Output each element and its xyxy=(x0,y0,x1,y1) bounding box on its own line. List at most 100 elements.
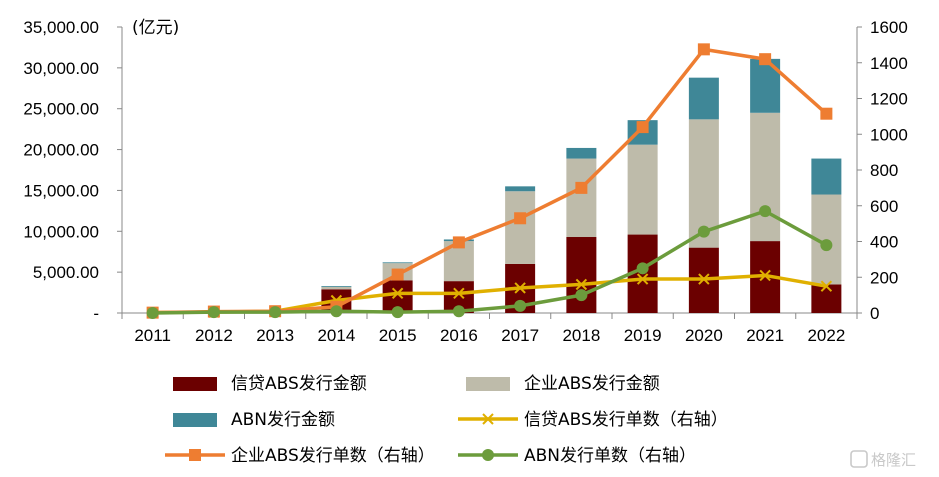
legend-item: 企业ABS发行金额 xyxy=(466,374,660,394)
legend-label: ABN发行单数（右轴） xyxy=(524,446,696,466)
y-left-tick-label: 25,000.00 xyxy=(23,100,99,119)
watermark-text: 格隆汇 xyxy=(871,451,916,469)
x-tick-label: 2020 xyxy=(685,326,723,345)
bar-信贷ABS发行金额 xyxy=(566,237,597,313)
point-ABN发行单数（右轴） xyxy=(146,307,159,319)
y-left-tick-label: 30,000.00 xyxy=(23,59,99,78)
point-ABN发行单数（右轴） xyxy=(514,299,527,312)
bar-企业ABS发行金额 xyxy=(627,144,658,235)
legend-swatch xyxy=(173,413,217,427)
y-left-tick-label: - xyxy=(93,304,99,323)
marker-stroke xyxy=(636,273,649,285)
legend-label: ABN发行金额 xyxy=(231,410,335,430)
point-企业ABS发行单数（右轴） xyxy=(697,43,710,56)
marker-stroke xyxy=(453,287,465,300)
bar-ABN发行金额 xyxy=(566,147,597,159)
legend-marker xyxy=(482,449,494,461)
point-企业ABS发行单数（右轴） xyxy=(575,181,588,194)
point-企业ABS发行单数（右轴） xyxy=(514,212,527,225)
x-tick-label: 2012 xyxy=(195,326,233,345)
y-left-tick-label: 35,000.00 xyxy=(23,18,99,37)
y-left-tick-label: 5,000.00 xyxy=(33,263,99,282)
point-ABN发行单数（右轴） xyxy=(759,205,772,218)
marker-stroke xyxy=(698,273,710,285)
chart-legend: 信贷ABS发行金额 企业ABS发行金额 ABN发行金额 信贷ABS发行单数（右轴） 企业… xyxy=(165,374,728,466)
marker-stroke xyxy=(759,269,771,282)
marker-stroke xyxy=(820,280,833,292)
legend-label: 信贷ABS发行单数（右轴） xyxy=(524,410,728,430)
marker-stroke xyxy=(514,282,526,294)
x-tick-label: 2016 xyxy=(440,326,478,345)
legend-swatch xyxy=(466,377,510,391)
y-right-tick-label: 200 xyxy=(870,268,898,287)
point-信贷ABS发行单数（右轴） xyxy=(391,287,404,300)
point-信贷ABS发行单数（右轴） xyxy=(759,269,771,282)
point-企业ABS发行单数（右轴） xyxy=(636,121,649,134)
bar-企业ABS发行金额 xyxy=(321,286,352,290)
point-企业ABS发行单数（右轴） xyxy=(452,236,465,249)
legend-item: 企业ABS发行单数（右轴） xyxy=(165,446,435,466)
bar-ABN发行金额 xyxy=(811,158,842,195)
point-ABN发行单数（右轴） xyxy=(820,239,833,252)
chart-bars xyxy=(198,58,842,313)
point-ABN发行单数（右轴） xyxy=(207,306,220,319)
legend-label: 信贷ABS发行金额 xyxy=(231,374,367,394)
legend-item: ABN发行金额 xyxy=(173,410,335,430)
watermark: 格隆汇 xyxy=(850,450,916,469)
x-tick-label: 2011 xyxy=(134,326,171,345)
point-ABN发行单数（右轴） xyxy=(330,305,343,318)
marker-stroke xyxy=(575,278,588,291)
x-tick-label: 2015 xyxy=(379,326,417,345)
point-信贷ABS发行单数（右轴） xyxy=(575,278,588,291)
y-left-unit-label: (亿元) xyxy=(132,18,179,38)
point-ABN发行单数（右轴） xyxy=(452,305,465,318)
legend-item: 信贷ABS发行单数（右轴） xyxy=(458,410,728,430)
marker-stroke xyxy=(391,287,404,300)
legend-swatch xyxy=(173,377,217,391)
y-right-tick-label: 0 xyxy=(870,304,879,323)
legend-item: ABN发行单数（右轴） xyxy=(458,446,696,466)
chart-lines xyxy=(146,43,833,319)
y-right-tick-label: 1200 xyxy=(870,90,908,109)
point-信贷ABS发行单数（右轴） xyxy=(636,273,649,285)
point-ABN发行单数（右轴） xyxy=(575,289,588,302)
line-企业ABS发行单数（右轴） xyxy=(152,47,828,315)
y-right-tick-label: 1600 xyxy=(870,18,908,37)
legend-marker xyxy=(482,413,494,425)
point-ABN发行单数（右轴） xyxy=(269,306,282,319)
point-ABN发行单数（右轴） xyxy=(391,306,404,319)
bar-ABN发行金额 xyxy=(688,77,719,120)
x-tick-label: 2021 xyxy=(746,326,784,345)
y-left-tick-label: 15,000.00 xyxy=(23,181,99,200)
y-right-tick-label: 800 xyxy=(870,161,898,180)
x-tick-label: 2018 xyxy=(562,326,600,345)
marker-stroke xyxy=(482,413,494,425)
y-left-tick-label: 20,000.00 xyxy=(23,141,99,160)
point-信贷ABS发行单数（右轴） xyxy=(698,273,710,285)
line-ABN发行单数（右轴） xyxy=(152,209,828,315)
bar-信贷ABS发行金额 xyxy=(811,284,842,313)
point-企业ABS发行单数（右轴） xyxy=(759,53,772,66)
legend-label: 企业ABS发行单数（右轴） xyxy=(231,446,435,466)
legend-item: 信贷ABS发行金额 xyxy=(173,374,367,394)
glh-logo-icon xyxy=(850,450,868,468)
bar-企业ABS发行金额 xyxy=(750,112,781,242)
x-tick-label: 2017 xyxy=(501,326,539,345)
x-tick-label: 2014 xyxy=(317,326,355,345)
point-ABN发行单数（右轴） xyxy=(697,225,710,238)
point-信贷ABS发行单数（右轴） xyxy=(453,287,465,300)
legend-marker xyxy=(189,449,201,461)
legend-label: 企业ABS发行金额 xyxy=(524,374,660,394)
x-tick-label: 2022 xyxy=(807,326,845,345)
point-信贷ABS发行单数（右轴） xyxy=(820,280,833,292)
bar-ABN发行金额 xyxy=(321,286,352,287)
bar-ABN发行金额 xyxy=(382,262,413,264)
bar-企业ABS发行金额 xyxy=(566,158,597,238)
bar-ABN发行金额 xyxy=(505,186,536,192)
y-right-tick-label: 1400 xyxy=(870,54,908,73)
y-right-tick-label: 400 xyxy=(870,233,898,252)
chart-axes: - 5,000.00 10,000.00 15,000.00 20,000.00 25,0… xyxy=(23,18,907,345)
point-企业ABS发行单数（右轴） xyxy=(391,268,404,281)
bar-企业ABS发行金额 xyxy=(505,191,536,264)
